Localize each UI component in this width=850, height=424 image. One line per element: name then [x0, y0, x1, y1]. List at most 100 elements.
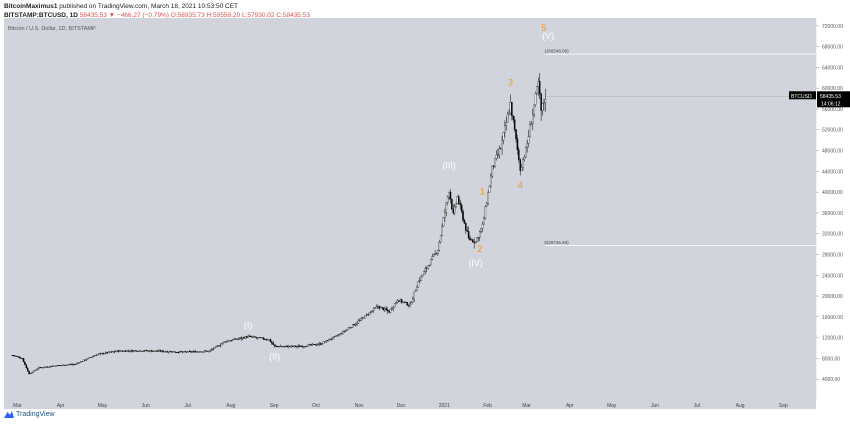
candle-body [314, 344, 316, 346]
candle-body [110, 351, 113, 353]
candle-body [114, 351, 117, 353]
y-tick-label: 48000.00 [822, 149, 843, 155]
author-name[interactable]: BitcoinMaximus1 [4, 3, 58, 10]
candle-body [286, 345, 288, 348]
candle-body [293, 345, 295, 347]
x-tick-label: Aug [226, 403, 235, 409]
candle-body [463, 220, 466, 224]
candle-body [176, 352, 178, 353]
level-label: 1(66548.89) [544, 49, 569, 54]
candle-body [455, 203, 457, 207]
open-value: O:58935.73 [170, 12, 205, 19]
candle-body [29, 373, 32, 375]
candle-body [183, 351, 185, 353]
plot-area[interactable] [4, 18, 816, 400]
candle-body [89, 357, 92, 359]
chart-subtitle: Bitcoin / U.S. Dollar, 1D, BITSTAMP [8, 26, 96, 32]
price-scale[interactable] [816, 18, 850, 400]
price-tag[interactable] [817, 91, 850, 108]
candle-body [321, 343, 323, 345]
candle-body [333, 336, 336, 338]
candle-body [498, 148, 501, 156]
candle-body [381, 306, 383, 308]
candle-body [388, 310, 390, 313]
candle-body [483, 218, 485, 225]
candle-body [343, 331, 346, 332]
candle-body [452, 208, 455, 214]
candle-body [409, 303, 411, 306]
candle-body [22, 358, 25, 363]
candle-body [32, 370, 35, 373]
candle-body [509, 102, 512, 114]
candle-body [117, 350, 120, 352]
candle-body [146, 350, 149, 352]
time-axis[interactable] [4, 400, 816, 409]
candle-body [289, 345, 291, 347]
candle-body [318, 343, 321, 345]
candle-body [458, 196, 460, 204]
candle-body [209, 349, 212, 352]
candle-body [442, 217, 445, 227]
last-close: 58435.53 [79, 12, 107, 19]
candle-body [160, 350, 163, 352]
candle-body [467, 231, 470, 239]
candle-body [414, 290, 417, 293]
candle-body [19, 357, 22, 359]
candle-body [95, 355, 97, 357]
candle-body [93, 355, 96, 357]
candle-body [163, 351, 166, 353]
candle-body [459, 203, 461, 206]
x-tick-label: May [98, 403, 108, 409]
candle-body [432, 254, 435, 257]
candle-body [71, 364, 74, 366]
candle-body [145, 350, 148, 351]
symbol-tag-label: BTCUSD [791, 94, 812, 100]
candle-body [367, 314, 369, 316]
candle-body [402, 301, 404, 303]
candle-body [473, 241, 475, 243]
candle-body [474, 241, 477, 243]
candle-body [406, 301, 408, 306]
candle-body [370, 311, 372, 313]
candle-body [328, 339, 330, 342]
footer-brand[interactable]: TradingView [16, 411, 55, 418]
candle-body [195, 351, 198, 353]
candle-body [421, 274, 424, 277]
price-tag-value: 58435.53 [820, 94, 841, 100]
candle-body [484, 206, 487, 219]
candle-body [226, 340, 228, 343]
candle-body [91, 356, 93, 358]
candle-body [54, 365, 57, 367]
candle-body [518, 149, 520, 160]
candle-body [349, 327, 351, 329]
candle-body [361, 317, 364, 319]
candle-body [541, 103, 544, 111]
candle-body [428, 264, 431, 266]
candle-body [88, 357, 90, 359]
candle-body [379, 306, 382, 309]
candle-body [123, 350, 125, 352]
candle-body [73, 364, 75, 365]
candle-body [254, 336, 256, 338]
candle-body [539, 81, 541, 95]
x-tick-label: Oct [312, 403, 320, 409]
candle-body [240, 337, 242, 339]
candle-body [158, 350, 160, 352]
price-chart[interactable]: Bitcoin / U.S. Dollar, 1D, BITSTAMP 4000.… [0, 18, 850, 409]
candle-body [31, 372, 33, 374]
candle-body [278, 346, 280, 348]
candle-body [144, 350, 146, 352]
candle-body [304, 346, 307, 348]
candle-body [417, 281, 420, 288]
candle-body [282, 346, 284, 348]
candle-body [191, 351, 194, 353]
candle-body [131, 350, 134, 352]
candle-body [385, 308, 388, 311]
candle-body [86, 358, 89, 360]
candle-body [149, 350, 152, 352]
candle-body [359, 319, 361, 322]
candle-body [338, 334, 340, 336]
candle-body [470, 239, 473, 241]
candle-body [425, 268, 428, 269]
candle-body [301, 346, 304, 348]
